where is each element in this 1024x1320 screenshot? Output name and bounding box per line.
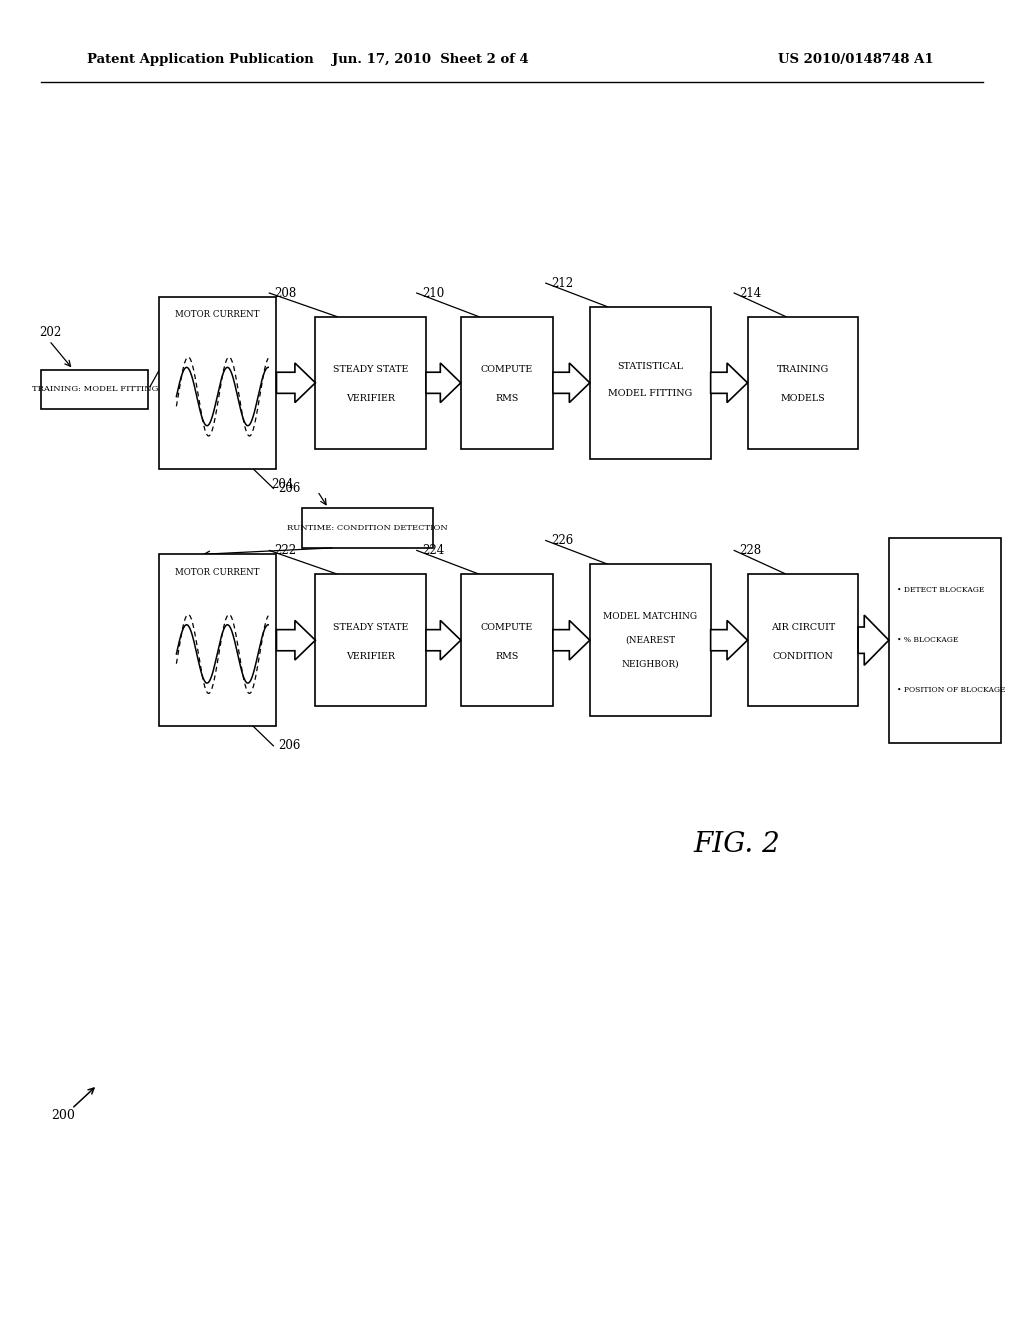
Text: COMPUTE: COMPUTE — [480, 366, 534, 374]
Polygon shape — [711, 363, 748, 403]
Text: STATISTICAL: STATISTICAL — [617, 363, 683, 371]
Text: 204: 204 — [271, 478, 294, 491]
Text: 208: 208 — [274, 286, 297, 300]
FancyBboxPatch shape — [590, 565, 711, 715]
Text: 224: 224 — [422, 544, 444, 557]
Polygon shape — [276, 363, 315, 403]
Text: RMS: RMS — [496, 395, 518, 403]
Text: RMS: RMS — [496, 652, 518, 660]
FancyBboxPatch shape — [748, 317, 858, 449]
Text: VERIFIER: VERIFIER — [346, 395, 395, 403]
Text: 226: 226 — [551, 535, 573, 546]
Text: 214: 214 — [739, 286, 762, 300]
Polygon shape — [426, 363, 461, 403]
Polygon shape — [711, 620, 748, 660]
Text: Patent Application Publication: Patent Application Publication — [87, 53, 313, 66]
Text: MODELS: MODELS — [780, 395, 825, 403]
Text: AIR CIRCUIT: AIR CIRCUIT — [771, 623, 835, 631]
Text: (NEAREST: (NEAREST — [626, 636, 675, 644]
Text: RUNTIME: CONDITION DETECTION: RUNTIME: CONDITION DETECTION — [288, 524, 447, 532]
Text: CONDITION: CONDITION — [772, 652, 834, 660]
FancyBboxPatch shape — [315, 317, 426, 449]
FancyBboxPatch shape — [315, 574, 426, 706]
FancyBboxPatch shape — [159, 297, 276, 469]
Text: TRAINING: MODEL FITTING: TRAINING: MODEL FITTING — [32, 385, 158, 393]
Text: TRAINING: TRAINING — [776, 366, 829, 374]
Polygon shape — [426, 620, 461, 660]
Text: NEIGHBOR): NEIGHBOR) — [622, 660, 679, 668]
Text: US 2010/0148748 A1: US 2010/0148748 A1 — [778, 53, 934, 66]
Text: FIG. 2: FIG. 2 — [694, 832, 780, 858]
FancyBboxPatch shape — [302, 508, 433, 548]
Text: 212: 212 — [551, 277, 573, 289]
Polygon shape — [276, 620, 315, 660]
FancyBboxPatch shape — [590, 306, 711, 458]
FancyBboxPatch shape — [461, 317, 553, 449]
Text: Jun. 17, 2010  Sheet 2 of 4: Jun. 17, 2010 Sheet 2 of 4 — [332, 53, 528, 66]
FancyBboxPatch shape — [889, 539, 1001, 742]
FancyBboxPatch shape — [41, 370, 148, 409]
Text: MOTOR CURRENT: MOTOR CURRENT — [175, 568, 260, 577]
Polygon shape — [553, 620, 590, 660]
Text: MODEL FITTING: MODEL FITTING — [608, 389, 692, 397]
Text: MODEL MATCHING: MODEL MATCHING — [603, 612, 697, 620]
FancyBboxPatch shape — [748, 574, 858, 706]
Text: • DETECT BLOCKAGE: • DETECT BLOCKAGE — [897, 586, 984, 594]
Text: 206: 206 — [279, 482, 301, 495]
Text: VERIFIER: VERIFIER — [346, 652, 395, 660]
Text: MOTOR CURRENT: MOTOR CURRENT — [175, 310, 260, 319]
Text: • % BLOCKAGE: • % BLOCKAGE — [897, 636, 958, 644]
FancyBboxPatch shape — [159, 554, 276, 726]
Text: STEADY STATE: STEADY STATE — [333, 366, 409, 374]
Text: STEADY STATE: STEADY STATE — [333, 623, 409, 631]
Text: 202: 202 — [39, 326, 61, 339]
Text: 206: 206 — [279, 739, 301, 752]
Text: 200: 200 — [51, 1109, 76, 1122]
FancyBboxPatch shape — [461, 574, 553, 706]
Text: 228: 228 — [739, 544, 762, 557]
Text: 222: 222 — [274, 544, 297, 557]
Text: • POSITION OF BLOCKAGE: • POSITION OF BLOCKAGE — [897, 686, 1006, 694]
Text: COMPUTE: COMPUTE — [480, 623, 534, 631]
Polygon shape — [553, 363, 590, 403]
Text: 210: 210 — [422, 286, 444, 300]
Polygon shape — [858, 615, 889, 665]
